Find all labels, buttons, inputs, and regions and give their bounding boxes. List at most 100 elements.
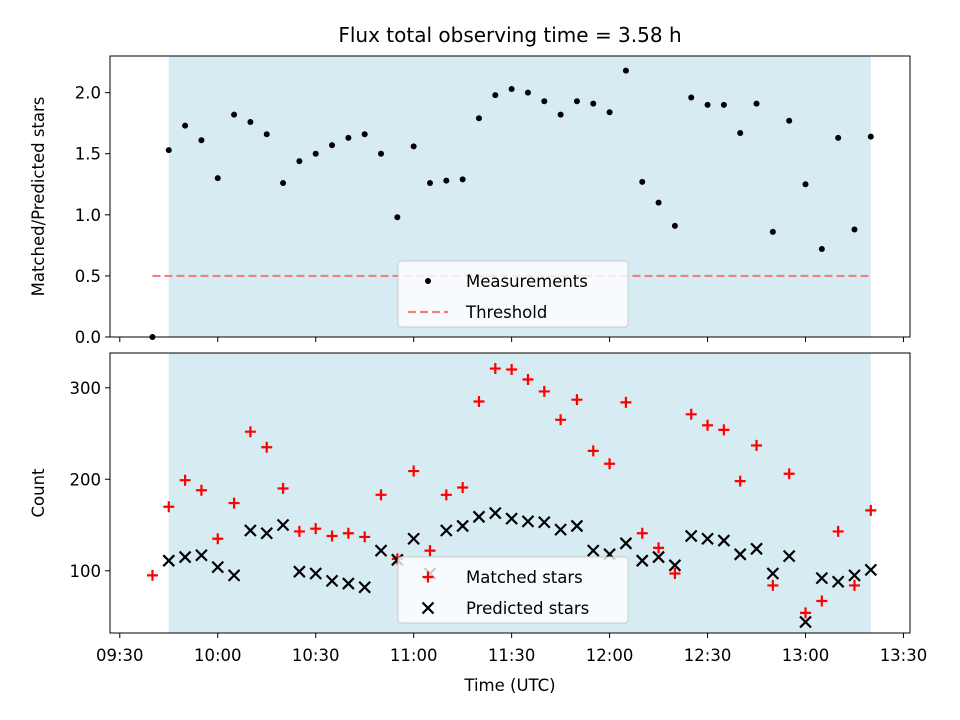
data-point [635, 554, 649, 567]
data-point [668, 559, 682, 572]
data-point [214, 175, 221, 182]
legend-label: Measurements [466, 272, 588, 291]
data-point [261, 441, 273, 453]
data-point [296, 158, 303, 165]
data-point [669, 568, 681, 580]
data-point [293, 565, 306, 578]
data-point [195, 484, 207, 496]
data-point [734, 475, 746, 487]
data-point [489, 506, 502, 520]
data-point [671, 222, 678, 229]
y-tick-label: 1.5 [75, 145, 101, 164]
data-point [541, 98, 548, 105]
data-point [506, 363, 518, 375]
data-point [293, 525, 305, 537]
data-point [165, 147, 172, 154]
data-point [557, 111, 564, 118]
data-point [475, 115, 482, 122]
data-point [146, 569, 158, 581]
x-tick-label: 10:00 [194, 646, 242, 665]
data-point [653, 542, 665, 554]
data-point [195, 548, 208, 562]
data-point [473, 395, 485, 407]
data-point [162, 554, 176, 567]
legend-box [397, 556, 629, 624]
data-point [587, 445, 599, 457]
data-point [394, 214, 401, 221]
data-point [489, 363, 501, 375]
data-point [227, 569, 241, 582]
data-point [457, 482, 469, 494]
y-tick-label: 0.0 [75, 328, 101, 347]
data-point [325, 574, 339, 588]
data-point [359, 531, 371, 543]
data-point [851, 226, 858, 233]
data-point [408, 465, 420, 477]
data-point [800, 607, 812, 619]
legend-swatch [421, 601, 435, 615]
plot-frame [109, 55, 911, 338]
data-point [733, 548, 747, 561]
data-point [276, 518, 290, 532]
data-point [456, 519, 469, 533]
legend: Measurements Threshold [397, 260, 629, 328]
data-point [524, 89, 531, 96]
data-point [622, 67, 629, 74]
data-point [182, 122, 189, 129]
data-point [309, 567, 322, 580]
data-point [783, 468, 795, 480]
data-point [555, 414, 567, 426]
data-point [717, 534, 731, 547]
data-point [684, 529, 698, 543]
data-point [586, 544, 600, 557]
x-tick-label: 12:30 [684, 646, 732, 665]
data-point [655, 199, 662, 206]
data-point [652, 550, 665, 564]
data-point [720, 101, 727, 108]
data-point [260, 526, 274, 540]
data-point [751, 439, 763, 451]
data-point [440, 524, 453, 537]
data-point [375, 489, 387, 501]
legend-label: Predicted stars [466, 599, 589, 618]
data-point [244, 524, 257, 537]
data-point [472, 510, 486, 524]
data-point [345, 134, 352, 141]
data-point [799, 615, 812, 629]
data-point [786, 117, 793, 124]
data-point [718, 424, 730, 436]
data-point [802, 181, 809, 188]
data-point [198, 137, 205, 144]
panel-2: 100 200 300 09:30 10:00 10:30 11:00 11:30 12:00 1… [29, 352, 927, 695]
data-point [358, 580, 371, 594]
data-point [231, 111, 238, 118]
data-point [702, 419, 714, 431]
y-tick-label: 100 [70, 562, 102, 581]
legend-swatch [425, 278, 431, 284]
panel-1: 0.0 0.5 1.0 1.5 2.0 Matched/Predicted stars Fl… [29, 23, 911, 347]
data-point [554, 523, 567, 536]
data-point [244, 426, 256, 438]
data-point [753, 100, 760, 107]
data-point [277, 482, 289, 494]
data-point [440, 489, 452, 501]
x-tick-label: 13:00 [782, 646, 830, 665]
data-point [701, 532, 714, 546]
data-point [228, 497, 240, 509]
data-point [312, 150, 319, 157]
data-point [573, 98, 580, 105]
legend-label: Matched stars [466, 568, 583, 587]
data-point [865, 504, 877, 516]
chart-title: Flux total observing time = 3.58 h [338, 23, 681, 47]
legend-item: Predicted stars [421, 599, 589, 618]
plot-frame [109, 352, 911, 634]
data-point [704, 101, 711, 108]
y-tick-label: 300 [70, 379, 102, 398]
data-point [538, 385, 550, 397]
series-measurements [149, 67, 874, 340]
data-point [766, 567, 780, 580]
data-point [163, 501, 175, 513]
data-point [211, 560, 225, 574]
data-point [424, 545, 436, 557]
series-predicted-stars [162, 506, 878, 629]
